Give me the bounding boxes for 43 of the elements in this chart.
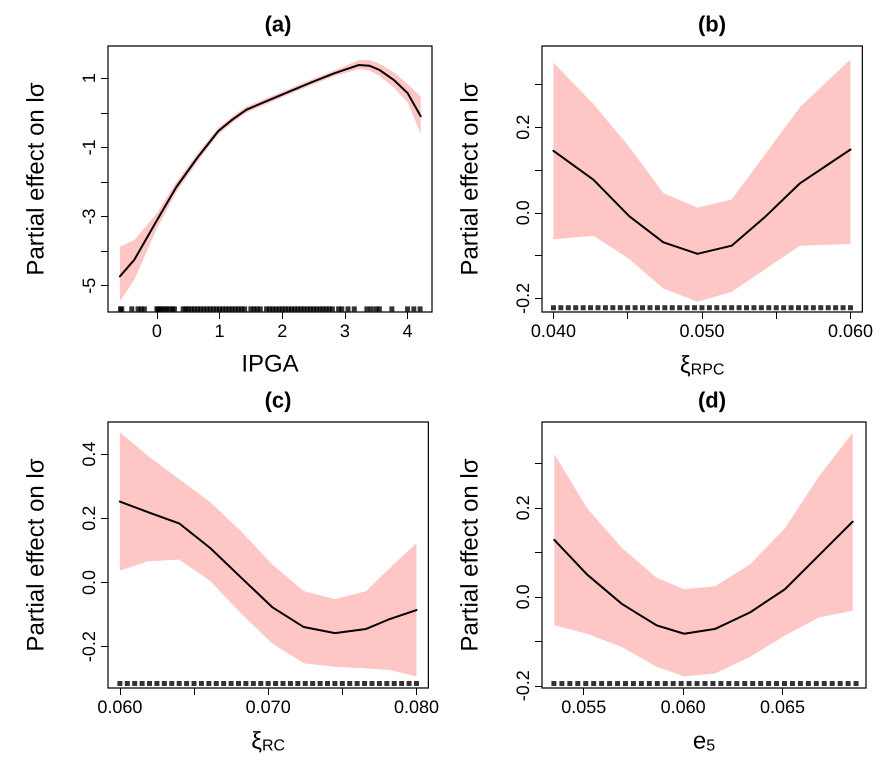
y-tick-label: -0.2 <box>513 282 533 314</box>
line-series <box>118 500 418 634</box>
chart-title: (b) <box>698 12 726 36</box>
y-tick-label: 0.0 <box>79 570 99 595</box>
x-tick-label: 0 <box>152 321 162 341</box>
x-tick-label: 4 <box>402 321 413 341</box>
chart-title: (a) <box>264 12 292 36</box>
y-tick-label: 0.2 <box>79 506 99 531</box>
x-tick-label: 0.065 <box>760 697 806 717</box>
x-tick-label: 0.060 <box>660 697 706 717</box>
chart-title: (c) <box>264 388 292 412</box>
y-tick-label: -0.2 <box>513 670 533 702</box>
line-series <box>552 148 852 255</box>
y-axis-title: Partial effect on lσ <box>22 82 50 276</box>
y-tick-label: 0.0 <box>513 584 533 610</box>
y-tick-label: -3 <box>79 208 99 225</box>
y-axis-title: Partial effect on lσ <box>456 82 484 276</box>
x-tick-label: 3 <box>340 321 350 341</box>
x-tick-label: 0.080 <box>394 697 439 717</box>
x-tick-label: 0.060 <box>828 321 873 341</box>
y-tick-label: 0.4 <box>79 442 99 467</box>
x-tick-label: 0.040 <box>530 321 576 341</box>
y-tick-label: -5 <box>79 278 99 294</box>
x-tick-label: 0.070 <box>246 697 291 717</box>
y-tick-label: 1 <box>79 73 99 84</box>
x-tick-label: 0.060 <box>97 697 142 717</box>
y-tick-label: 0.2 <box>513 114 533 140</box>
x-tick-label: 0.050 <box>679 321 724 341</box>
y-tick-label: 0.2 <box>513 495 533 520</box>
x-axis-title: ξRPC <box>680 352 724 378</box>
x-axis-title: e5 <box>692 728 716 754</box>
y-tick-label: -0.2 <box>79 631 99 662</box>
chart-title: (d) <box>698 388 726 412</box>
x-tick-label: 2 <box>277 321 288 341</box>
y-tick-label: 0.0 <box>513 200 533 226</box>
x-tick-label: 0.055 <box>561 697 606 717</box>
x-tick-label: 1 <box>214 321 225 341</box>
x-axis-title: ξRC <box>251 728 286 754</box>
x-axis-title: IPGA <box>241 350 299 378</box>
y-axis-title: Partial effect on lσ <box>22 458 50 652</box>
line-series <box>553 520 854 635</box>
y-tick-label: -1 <box>79 139 99 156</box>
y-axis-title: Partial effect on lσ <box>456 458 484 652</box>
